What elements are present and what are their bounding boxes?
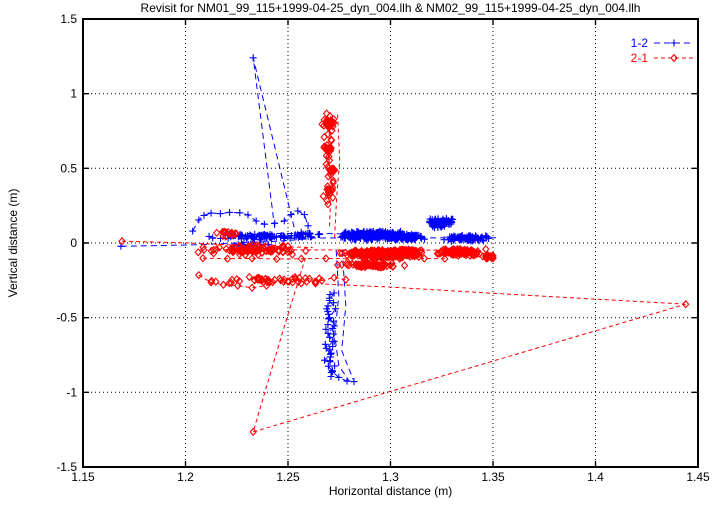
- y-tick-label: 0.5: [60, 161, 77, 175]
- x-tick-label: 1.2: [177, 470, 194, 484]
- legend-marker-1-2: [670, 39, 678, 47]
- legend-marker-2-1: [670, 53, 678, 63]
- y-tick-label: -1.5: [56, 460, 77, 474]
- series-markers-2-1: [118, 109, 690, 437]
- chart-title: Revisit for NM01_99_115+1999-04-25_dyn_0…: [140, 1, 641, 15]
- y-tick-label: -1: [66, 385, 77, 399]
- y-tick-label: -0.5: [56, 311, 77, 325]
- y-tick-label: 1: [70, 87, 77, 101]
- legend-label-2-1: 2-1: [631, 51, 649, 65]
- x-axis-label: Horizontal distance (m): [328, 484, 453, 498]
- x-tick-label: 1.45: [686, 470, 710, 484]
- x-tick-label: 1.25: [276, 470, 300, 484]
- plot-border: [82, 18, 699, 468]
- y-tick-label: 1.5: [60, 12, 77, 26]
- legend-label-1-2: 1-2: [631, 36, 649, 50]
- x-tick-label: 1.15: [71, 470, 95, 484]
- series-markers-1-2: [117, 54, 493, 386]
- x-tick-label: 1.35: [481, 470, 505, 484]
- x-tick-label: 1.3: [382, 470, 399, 484]
- x-tick-label: 1.4: [587, 470, 604, 484]
- series-lines-2-1: [121, 114, 686, 433]
- grid-lines: [82, 18, 699, 468]
- y-tick-label: 0: [70, 236, 77, 250]
